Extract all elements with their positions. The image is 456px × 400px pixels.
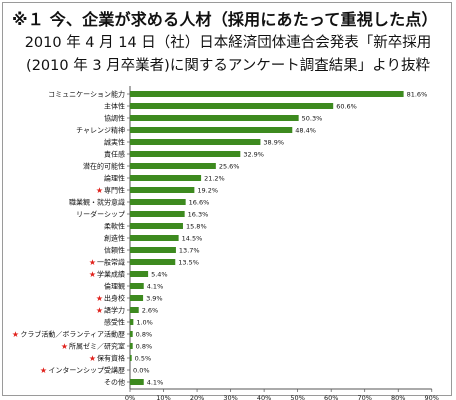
category-label: 信頼性 [104, 246, 125, 255]
category-label: リーダーシップ [76, 210, 125, 219]
data-label: 0.8% [136, 331, 153, 339]
x-tick-label: 30% [223, 394, 237, 400]
data-label: 25.6% [219, 163, 240, 171]
category-label: 保有資格 [97, 354, 125, 363]
star-marker: ★ [96, 294, 103, 303]
bar [130, 103, 334, 109]
figure-title: ※１ 今、企業が求める人材（採用にあたって重視した点） [12, 10, 438, 29]
category-label: 所属ゼミ／研究室 [69, 342, 125, 351]
category-label: 論理性 [104, 174, 125, 183]
data-label: 14.5% [182, 235, 203, 243]
category-label: コミュニケーション能力 [48, 90, 125, 99]
category-label: 創造性 [104, 234, 125, 243]
x-tick-label: 70% [357, 394, 371, 400]
bar [130, 211, 185, 217]
data-label: 32.9% [243, 151, 264, 159]
bar [130, 379, 144, 385]
data-label: 50.3% [302, 115, 323, 123]
bar [130, 115, 299, 121]
data-label: 60.6% [336, 103, 357, 111]
bar [130, 223, 183, 229]
star-marker: ★ [89, 258, 96, 267]
category-label: 学業成績 [97, 270, 125, 279]
category-label: 協調性 [104, 114, 125, 123]
bar [130, 235, 179, 241]
star-marker: ★ [96, 186, 103, 195]
data-label: 15.8% [186, 223, 207, 231]
data-label: 5.4% [151, 271, 168, 279]
category-label: 専門性 [104, 186, 125, 195]
bar [130, 319, 134, 325]
data-label: 13.5% [178, 259, 199, 267]
data-label: 4.1% [147, 379, 164, 387]
bar [130, 175, 202, 181]
bar [130, 151, 241, 157]
category-label: 出身校 [104, 294, 125, 303]
x-tick-label: 0% [125, 394, 135, 400]
category-label: 潜在的可能性 [83, 162, 125, 171]
bar [130, 283, 144, 289]
data-label: 16.6% [189, 199, 210, 207]
category-label: その他 [104, 378, 125, 387]
bar [130, 91, 404, 97]
category-label: 語学力 [104, 306, 125, 315]
star-marker: ★ [89, 354, 96, 363]
x-tick-label: 50% [290, 394, 304, 400]
star-marker: ★ [40, 366, 47, 375]
category-label: 柔軟性 [104, 222, 125, 231]
data-label: 4.1% [147, 283, 164, 291]
bar [130, 163, 216, 169]
data-label: 81.6% [407, 91, 428, 99]
data-label: 3.9% [146, 295, 163, 303]
category-label: 誠実性 [104, 138, 125, 147]
star-marker: ★ [96, 306, 103, 315]
data-label: 0.5% [135, 355, 152, 363]
bar [130, 271, 149, 277]
category-label: 倫理観 [104, 282, 125, 291]
bar [130, 127, 293, 133]
bar [130, 355, 132, 361]
bar [130, 331, 133, 337]
x-tick-label: 10% [156, 394, 170, 400]
x-tick-label: 20% [190, 394, 204, 400]
data-label: 13.7% [179, 247, 200, 255]
bar [130, 307, 139, 313]
bar [130, 295, 144, 301]
category-label: 責任感 [104, 150, 125, 159]
data-label: 0.0% [133, 367, 150, 375]
bar [130, 247, 176, 253]
x-tick-label: 40% [257, 394, 271, 400]
category-label: チャレンジ精神 [76, 126, 125, 135]
bar [130, 199, 186, 205]
category-label: 感受性 [104, 318, 125, 327]
bar [130, 187, 195, 193]
category-label: 主体性 [104, 102, 125, 111]
x-tick-label: 90% [425, 394, 439, 400]
category-label: クラブ活動／ボランティア活動歴 [20, 330, 125, 339]
figure-subtitle-line-1: 2010 年 4 月 14 日（社）日本経済団体連合会発表「新卒採用 [24, 35, 432, 51]
data-label: 38.9% [263, 139, 284, 147]
star-marker: ★ [12, 330, 19, 339]
data-label: 21.2% [204, 175, 225, 183]
figure-subtitle-line-2: (2010 年 3 月卒業者)に関するアンケート調査結果」より抜粋 [26, 58, 430, 74]
bar [130, 139, 261, 145]
data-label: 16.3% [188, 211, 209, 219]
data-label: 1.0% [136, 319, 153, 327]
data-label: 0.8% [136, 343, 153, 351]
figure-frame [2, 2, 452, 396]
category-label: 一般常識 [97, 258, 125, 267]
star-marker: ★ [61, 342, 68, 351]
data-label: 48.4% [295, 127, 316, 135]
bar [130, 343, 133, 349]
bar [130, 259, 176, 265]
data-label: 2.6% [142, 307, 159, 315]
category-label: 職業観・就労意識 [69, 198, 125, 207]
x-tick-label: 80% [391, 394, 405, 400]
category-label: インターンシップ受講歴 [48, 366, 125, 375]
star-marker: ★ [89, 270, 96, 279]
x-tick-label: 60% [324, 394, 338, 400]
data-label: 19.2% [197, 187, 218, 195]
